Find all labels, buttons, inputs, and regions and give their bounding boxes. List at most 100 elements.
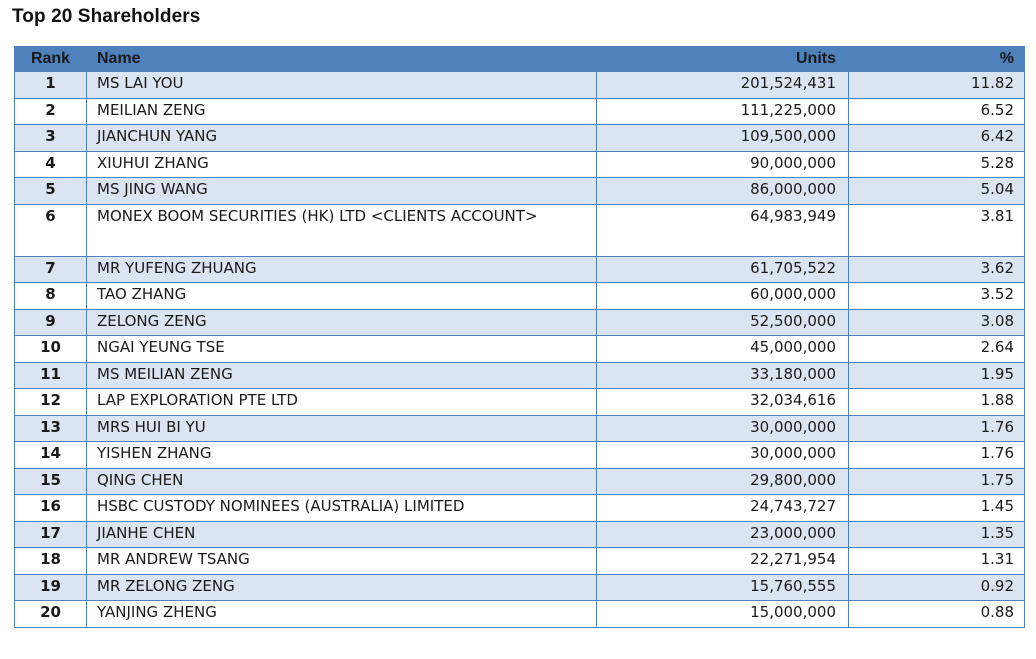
percent-cell: 1.45 [848, 494, 1025, 522]
table-row: 9 ZELONG ZENG 52,500,000 3.08 [14, 308, 1025, 336]
table-row: 18 MR ANDREW TSANG 22,271,954 1.31 [14, 547, 1025, 575]
table-row: 5 MS JING WANG 86,000,000 5.04 [14, 177, 1025, 205]
percent-cell: 3.08 [848, 308, 1025, 336]
table-body: 1 MS LAI YOU 201,524,431 11.82 2 MEILIAN… [14, 71, 1025, 628]
name-cell: MR YUFENG ZHUANG [86, 255, 597, 283]
name-cell: JIANHE CHEN [86, 520, 597, 548]
name-cell: MS LAI YOU [86, 71, 597, 99]
percent-cell: 0.88 [848, 600, 1025, 628]
name-cell: MR ANDREW TSANG [86, 547, 597, 575]
percent-cell: 11.82 [848, 71, 1025, 99]
header-row: Rank Name Units % [14, 46, 1025, 72]
percent-cell: 3.81 [848, 203, 1025, 257]
column-header-percent: % [848, 46, 1025, 72]
percent-cell: 3.62 [848, 255, 1025, 283]
rank-cell: 18 [14, 547, 87, 575]
rank-cell: 5 [14, 177, 87, 205]
name-cell: LAP EXPLORATION PTE LTD [86, 388, 597, 416]
rank-cell: 3 [14, 124, 87, 152]
table-row: 8 TAO ZHANG 60,000,000 3.52 [14, 282, 1025, 310]
rank-cell: 6 [14, 203, 87, 257]
rank-cell: 13 [14, 414, 87, 442]
rank-cell: 2 [14, 97, 87, 125]
table-header: Rank Name Units % [14, 46, 1025, 72]
units-cell: 30,000,000 [596, 414, 849, 442]
percent-cell: 6.42 [848, 124, 1025, 152]
percent-cell: 1.35 [848, 520, 1025, 548]
name-cell: YISHEN ZHANG [86, 441, 597, 469]
table-row: 12 LAP EXPLORATION PTE LTD 32,034,616 1.… [14, 388, 1025, 416]
percent-cell: 1.76 [848, 441, 1025, 469]
table-row: 4 XIUHUI ZHANG 90,000,000 5.28 [14, 150, 1025, 178]
rank-cell: 9 [14, 308, 87, 336]
units-cell: 90,000,000 [596, 150, 849, 178]
units-cell: 30,000,000 [596, 441, 849, 469]
rank-cell: 15 [14, 467, 87, 495]
name-cell: NGAI YEUNG TSE [86, 335, 597, 363]
percent-cell: 1.88 [848, 388, 1025, 416]
name-cell: TAO ZHANG [86, 282, 597, 310]
name-cell: QING CHEN [86, 467, 597, 495]
table-row: 10 NGAI YEUNG TSE 45,000,000 2.64 [14, 335, 1025, 363]
table-row: 16 HSBC CUSTODY NOMINEES (AUSTRALIA) LIM… [14, 494, 1025, 522]
percent-cell: 1.75 [848, 467, 1025, 495]
rank-cell: 10 [14, 335, 87, 363]
shareholders-table: Rank Name Units % 1 MS LAI YOU 201,524,4… [14, 46, 1025, 628]
table-row: 17 JIANHE CHEN 23,000,000 1.35 [14, 520, 1025, 548]
rank-cell: 16 [14, 494, 87, 522]
units-cell: 15,000,000 [596, 600, 849, 628]
units-cell: 60,000,000 [596, 282, 849, 310]
units-cell: 23,000,000 [596, 520, 849, 548]
rank-cell: 12 [14, 388, 87, 416]
name-cell: YANJING ZHENG [86, 600, 597, 628]
name-cell: HSBC CUSTODY NOMINEES (AUSTRALIA) LIMITE… [86, 494, 597, 522]
units-cell: 45,000,000 [596, 335, 849, 363]
units-cell: 32,034,616 [596, 388, 849, 416]
units-cell: 24,743,727 [596, 494, 849, 522]
table-row: 1 MS LAI YOU 201,524,431 11.82 [14, 71, 1025, 99]
rank-cell: 11 [14, 361, 87, 389]
table-row: 19 MR ZELONG ZENG 15,760,555 0.92 [14, 573, 1025, 601]
rank-cell: 7 [14, 255, 87, 283]
percent-cell: 5.28 [848, 150, 1025, 178]
name-cell: MS MEILIAN ZENG [86, 361, 597, 389]
name-cell: MS JING WANG [86, 177, 597, 205]
table-row: 14 YISHEN ZHANG 30,000,000 1.76 [14, 441, 1025, 469]
name-cell: XIUHUI ZHANG [86, 150, 597, 178]
units-cell: 15,760,555 [596, 573, 849, 601]
column-header-name: Name [86, 46, 597, 72]
name-cell: MR ZELONG ZENG [86, 573, 597, 601]
units-cell: 111,225,000 [596, 97, 849, 125]
units-cell: 52,500,000 [596, 308, 849, 336]
table-row: 13 MRS HUI BI YU 30,000,000 1.76 [14, 414, 1025, 442]
units-cell: 61,705,522 [596, 255, 849, 283]
table-row: 6 MONEX BOOM SECURITIES (HK) LTD <CLIENT… [14, 203, 1025, 257]
rank-cell: 1 [14, 71, 87, 99]
units-cell: 201,524,431 [596, 71, 849, 99]
percent-cell: 6.52 [848, 97, 1025, 125]
name-cell: ZELONG ZENG [86, 308, 597, 336]
name-cell: MEILIAN ZENG [86, 97, 597, 125]
name-cell: MONEX BOOM SECURITIES (HK) LTD <CLIENTS … [86, 203, 597, 257]
percent-cell: 5.04 [848, 177, 1025, 205]
units-cell: 22,271,954 [596, 547, 849, 575]
rank-cell: 4 [14, 150, 87, 178]
rank-cell: 17 [14, 520, 87, 548]
rank-cell: 8 [14, 282, 87, 310]
rank-cell: 19 [14, 573, 87, 601]
table-row: 11 MS MEILIAN ZENG 33,180,000 1.95 [14, 361, 1025, 389]
units-cell: 86,000,000 [596, 177, 849, 205]
percent-cell: 1.76 [848, 414, 1025, 442]
table-row: 3 JIANCHUN YANG 109,500,000 6.42 [14, 124, 1025, 152]
rank-cell: 14 [14, 441, 87, 469]
table-row: 2 MEILIAN ZENG 111,225,000 6.52 [14, 97, 1025, 125]
percent-cell: 1.31 [848, 547, 1025, 575]
table-row: 15 QING CHEN 29,800,000 1.75 [14, 467, 1025, 495]
rank-cell: 20 [14, 600, 87, 628]
name-cell: MRS HUI BI YU [86, 414, 597, 442]
name-cell: JIANCHUN YANG [86, 124, 597, 152]
units-cell: 109,500,000 [596, 124, 849, 152]
percent-cell: 2.64 [848, 335, 1025, 363]
column-header-rank: Rank [14, 46, 87, 72]
units-cell: 64,983,949 [596, 203, 849, 257]
